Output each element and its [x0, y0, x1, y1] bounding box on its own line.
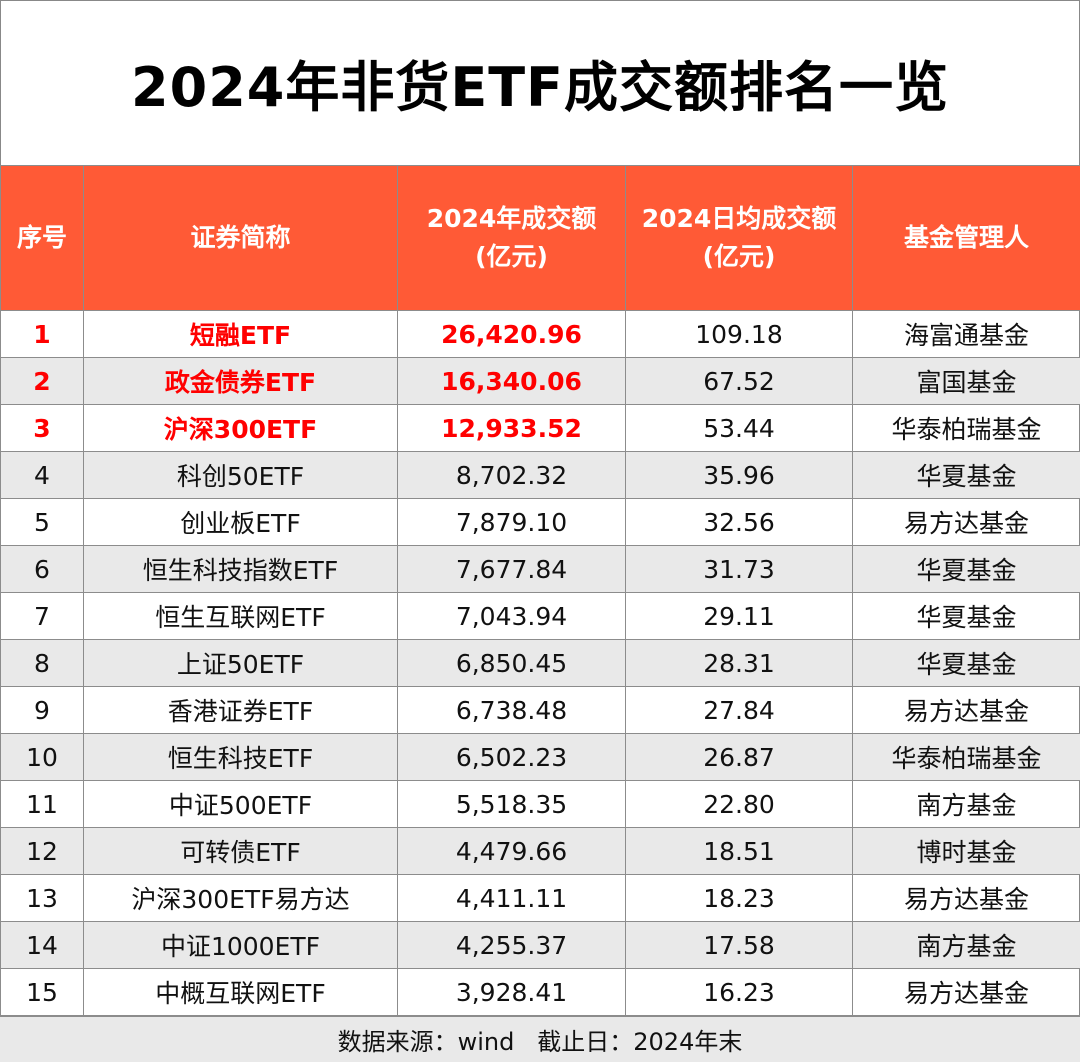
manager-cell: 华夏基金: [853, 452, 1080, 499]
turnover-cell: 7,677.84: [398, 546, 626, 593]
header-manager: 基金管理人: [853, 166, 1080, 311]
header-turnover: 2024年成交额 (亿元): [398, 166, 626, 311]
turnover-cell: 6,502.23: [398, 734, 626, 781]
manager-cell: 华夏基金: [853, 640, 1080, 687]
name-cell: 中概互联网ETF: [84, 969, 398, 1016]
daily-cell: 29.11: [626, 593, 853, 640]
manager-cell: 华夏基金: [853, 546, 1080, 593]
turnover-cell: 7,043.94: [398, 593, 626, 640]
rank-cell: 8: [1, 640, 84, 687]
manager-cell: 富国基金: [853, 358, 1080, 405]
name-cell: 恒生科技ETF: [84, 734, 398, 781]
turnover-cell: 3,928.41: [398, 969, 626, 1016]
rank-cell: 14: [1, 922, 84, 969]
name-cell: 政金债券ETF: [84, 358, 398, 405]
manager-cell: 易方达基金: [853, 687, 1080, 734]
turnover-cell: 26,420.96: [398, 311, 626, 358]
manager-cell: 华泰柏瑞基金: [853, 405, 1080, 452]
name-cell: 上证50ETF: [84, 640, 398, 687]
turnover-cell: 16,340.06: [398, 358, 626, 405]
turnover-cell: 4,255.37: [398, 922, 626, 969]
rank-cell: 12: [1, 828, 84, 875]
manager-cell: 易方达基金: [853, 969, 1080, 1016]
daily-cell: 17.58: [626, 922, 853, 969]
name-cell: 沪深300ETF易方达: [84, 875, 398, 922]
daily-cell: 53.44: [626, 405, 853, 452]
turnover-cell: 5,518.35: [398, 781, 626, 828]
daily-cell: 18.51: [626, 828, 853, 875]
header-daily: 2024日均成交额 (亿元): [626, 166, 853, 311]
daily-cell: 22.80: [626, 781, 853, 828]
rank-cell: 9: [1, 687, 84, 734]
turnover-cell: 12,933.52: [398, 405, 626, 452]
daily-cell: 31.73: [626, 546, 853, 593]
daily-cell: 18.23: [626, 875, 853, 922]
header-rank: 序号: [1, 166, 84, 311]
turnover-cell: 4,411.11: [398, 875, 626, 922]
name-cell: 恒生互联网ETF: [84, 593, 398, 640]
rank-cell: 5: [1, 499, 84, 546]
manager-cell: 易方达基金: [853, 875, 1080, 922]
rank-cell: 13: [1, 875, 84, 922]
rank-cell: 11: [1, 781, 84, 828]
manager-cell: 博时基金: [853, 828, 1080, 875]
rank-cell: 6: [1, 546, 84, 593]
manager-cell: 华泰柏瑞基金: [853, 734, 1080, 781]
page-title: 2024年非货ETF成交额排名一览: [0, 0, 1080, 165]
manager-cell: 南方基金: [853, 922, 1080, 969]
name-cell: 创业板ETF: [84, 499, 398, 546]
name-cell: 短融ETF: [84, 311, 398, 358]
etf-ranking-table: 序号 证券简称 2024年成交额 (亿元) 2024日均成交额 (亿元) 基金管…: [0, 165, 1080, 1016]
manager-cell: 华夏基金: [853, 593, 1080, 640]
name-cell: 香港证券ETF: [84, 687, 398, 734]
manager-cell: 海富通基金: [853, 311, 1080, 358]
name-cell: 沪深300ETF: [84, 405, 398, 452]
daily-cell: 16.23: [626, 969, 853, 1016]
rank-cell: 3: [1, 405, 84, 452]
daily-cell: 35.96: [626, 452, 853, 499]
daily-cell: 67.52: [626, 358, 853, 405]
rank-cell: 7: [1, 593, 84, 640]
name-cell: 科创50ETF: [84, 452, 398, 499]
turnover-cell: 8,702.32: [398, 452, 626, 499]
name-cell: 中证1000ETF: [84, 922, 398, 969]
daily-cell: 28.31: [626, 640, 853, 687]
header-row: 序号 证券简称 2024年成交额 (亿元) 2024日均成交额 (亿元) 基金管…: [1, 166, 1080, 311]
rank-cell: 2: [1, 358, 84, 405]
daily-cell: 27.84: [626, 687, 853, 734]
turnover-cell: 6,850.45: [398, 640, 626, 687]
turnover-cell: 4,479.66: [398, 828, 626, 875]
turnover-cell: 7,879.10: [398, 499, 626, 546]
name-cell: 恒生科技指数ETF: [84, 546, 398, 593]
daily-cell: 109.18: [626, 311, 853, 358]
source-footer: 数据来源：wind 截止日：2024年末: [0, 1016, 1080, 1062]
rank-cell: 1: [1, 311, 84, 358]
header-name: 证券简称: [84, 166, 398, 311]
manager-cell: 南方基金: [853, 781, 1080, 828]
rank-cell: 10: [1, 734, 84, 781]
daily-cell: 26.87: [626, 734, 853, 781]
daily-cell: 32.56: [626, 499, 853, 546]
name-cell: 中证500ETF: [84, 781, 398, 828]
name-cell: 可转债ETF: [84, 828, 398, 875]
turnover-cell: 6,738.48: [398, 687, 626, 734]
rank-cell: 4: [1, 452, 84, 499]
rank-cell: 15: [1, 969, 84, 1016]
manager-cell: 易方达基金: [853, 499, 1080, 546]
